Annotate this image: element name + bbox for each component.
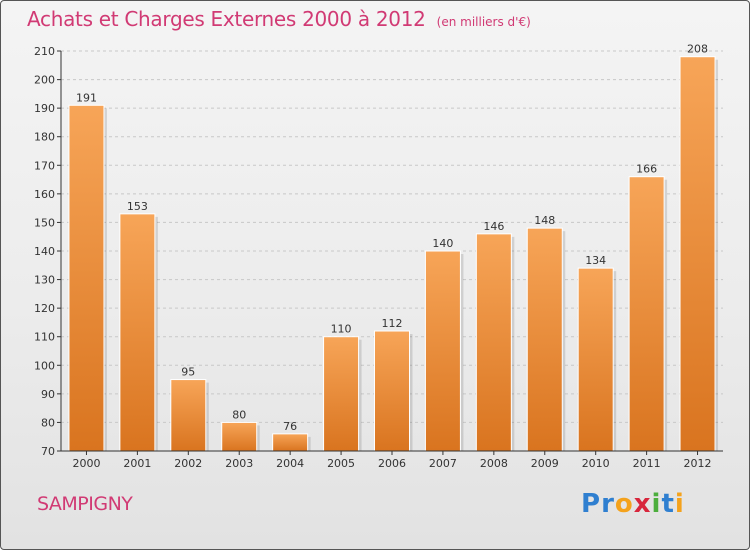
- bar-2000: [69, 105, 104, 451]
- value-label-2004: 76: [283, 420, 297, 433]
- value-label-2006: 112: [382, 317, 403, 330]
- bar-2004: [273, 434, 308, 451]
- value-label-2007: 140: [432, 237, 453, 250]
- x-tick-label-2011: 2011: [633, 457, 661, 470]
- y-tick-label: 130: [34, 274, 55, 287]
- bar-2005: [324, 337, 359, 451]
- y-tick-label: 70: [41, 445, 55, 458]
- y-tick-label: 90: [41, 388, 55, 401]
- x-tick-label-2005: 2005: [327, 457, 355, 470]
- logo-letter: i: [675, 489, 685, 519]
- bar-2007: [425, 251, 460, 451]
- y-tick-label: 180: [34, 131, 55, 144]
- logo-letter: x: [634, 489, 652, 519]
- y-tick-label: 150: [34, 216, 55, 229]
- value-label-2011: 166: [636, 163, 657, 176]
- y-tick-label: 190: [34, 102, 55, 115]
- bar-2002: [171, 380, 206, 451]
- value-label-2001: 153: [127, 200, 148, 213]
- y-tick-label: 210: [34, 45, 55, 58]
- y-tick-label: 170: [34, 159, 55, 172]
- chart-frame: Achats et Charges Externes 2000 à 2012 (…: [0, 0, 750, 550]
- bar-2008: [476, 234, 511, 451]
- y-tick-label: 80: [41, 416, 55, 429]
- value-label-2000: 191: [76, 91, 97, 104]
- x-tick-label-2010: 2010: [582, 457, 610, 470]
- logo-letter: t: [661, 489, 674, 519]
- y-tick-label: 200: [34, 74, 55, 87]
- value-label-2009: 148: [534, 214, 555, 227]
- x-tick-label-2001: 2001: [123, 457, 151, 470]
- value-label-2002: 95: [181, 366, 195, 379]
- x-tick-label-2002: 2002: [174, 457, 202, 470]
- logo-letter: r: [601, 489, 615, 519]
- y-tick-label: 110: [34, 331, 55, 344]
- commune-name: SAMPIGNY: [37, 493, 132, 515]
- bar-2003: [222, 422, 257, 451]
- logo-letter: o: [615, 489, 634, 519]
- bar-2011: [629, 177, 664, 451]
- bar-2012: [680, 57, 715, 451]
- bar-chart: 7080901001101201301401501601701801902002…: [1, 1, 749, 549]
- bar-2001: [120, 214, 155, 451]
- logo-letter: i: [652, 489, 662, 519]
- x-tick-label-2004: 2004: [276, 457, 304, 470]
- x-tick-label-2007: 2007: [429, 457, 457, 470]
- x-tick-label-2000: 2000: [72, 457, 100, 470]
- y-tick-label: 160: [34, 188, 55, 201]
- value-label-2010: 134: [585, 254, 606, 267]
- value-label-2005: 110: [331, 323, 352, 336]
- y-tick-label: 140: [34, 245, 55, 258]
- bars: [69, 57, 718, 451]
- x-tick-label-2003: 2003: [225, 457, 253, 470]
- value-label-2008: 146: [483, 220, 504, 233]
- x-tick-label-2006: 2006: [378, 457, 406, 470]
- logo-letter: P: [581, 489, 601, 519]
- y-tick-label: 120: [34, 302, 55, 315]
- value-label-2003: 80: [232, 408, 246, 421]
- x-tick-label-2012: 2012: [684, 457, 712, 470]
- bar-2009: [527, 228, 562, 451]
- x-tick-label-2008: 2008: [480, 457, 508, 470]
- y-tick-label: 100: [34, 359, 55, 372]
- bar-2010: [578, 268, 613, 451]
- proxiti-logo: Proxiti: [581, 489, 685, 519]
- x-tick-label-2009: 2009: [531, 457, 559, 470]
- value-label-2012: 208: [687, 43, 708, 56]
- bar-2006: [375, 331, 410, 451]
